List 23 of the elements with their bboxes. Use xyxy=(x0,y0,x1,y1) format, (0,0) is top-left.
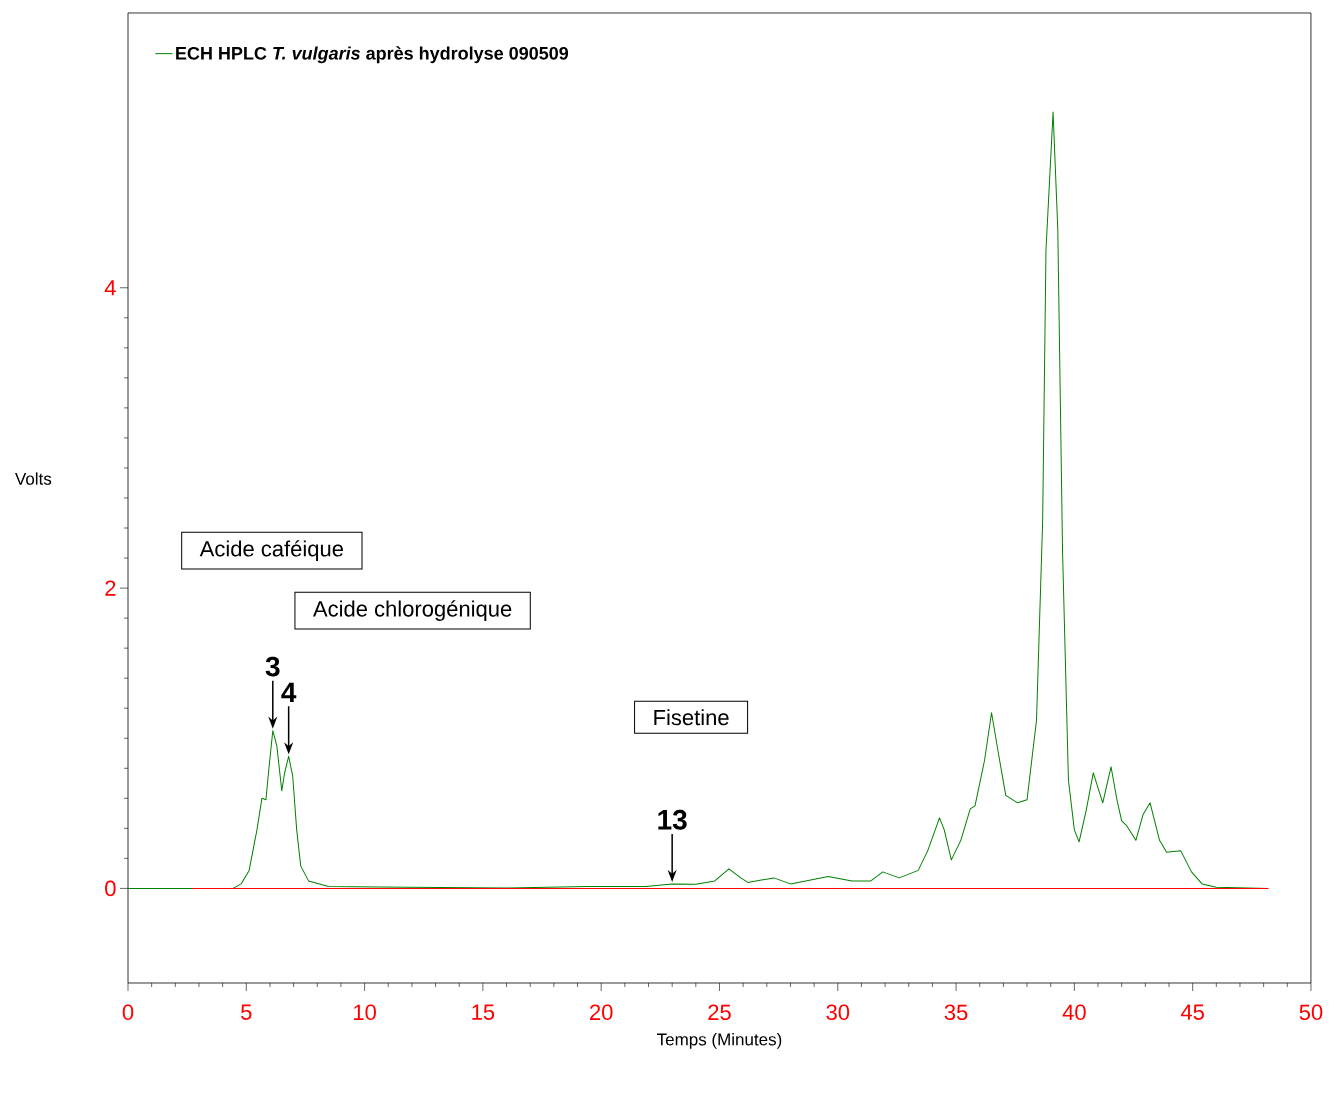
x-tick-label: 40 xyxy=(1062,1004,1086,1021)
y-axis-title: Volts xyxy=(15,472,52,485)
x-tick-label: 25 xyxy=(708,1004,731,1021)
y-tick-label: 4 xyxy=(104,280,116,296)
annotation: 4 xyxy=(281,682,297,703)
x-tick-label: 5 xyxy=(241,1004,252,1020)
y-tick-label: 0 xyxy=(105,880,116,897)
x-tick-label: 50 xyxy=(1299,1004,1323,1021)
legend-label: ECH HPLC T. vulgaris après hydrolyse 090509 xyxy=(176,46,569,64)
x-tick-label: 0 xyxy=(122,1004,134,1021)
x-tick-label: 10 xyxy=(354,1004,376,1021)
annotation: Acide chlorogénique xyxy=(312,600,512,621)
x-tick-label: 15 xyxy=(472,1004,495,1020)
annotation: 13 xyxy=(658,809,687,830)
x-tick-label: 35 xyxy=(944,1004,968,1021)
annotation: 3 xyxy=(265,656,280,677)
x-tick-label: 45 xyxy=(1180,1004,1204,1020)
y-tick-label: 2 xyxy=(105,580,116,596)
x-tick-label: 20 xyxy=(590,1004,613,1021)
x-tick-label: 30 xyxy=(826,1004,850,1021)
x-axis-title: Temps (Minutes) xyxy=(657,1032,782,1049)
annotation: Acide caféique xyxy=(199,540,343,561)
annotation: Fisetine xyxy=(654,709,729,726)
